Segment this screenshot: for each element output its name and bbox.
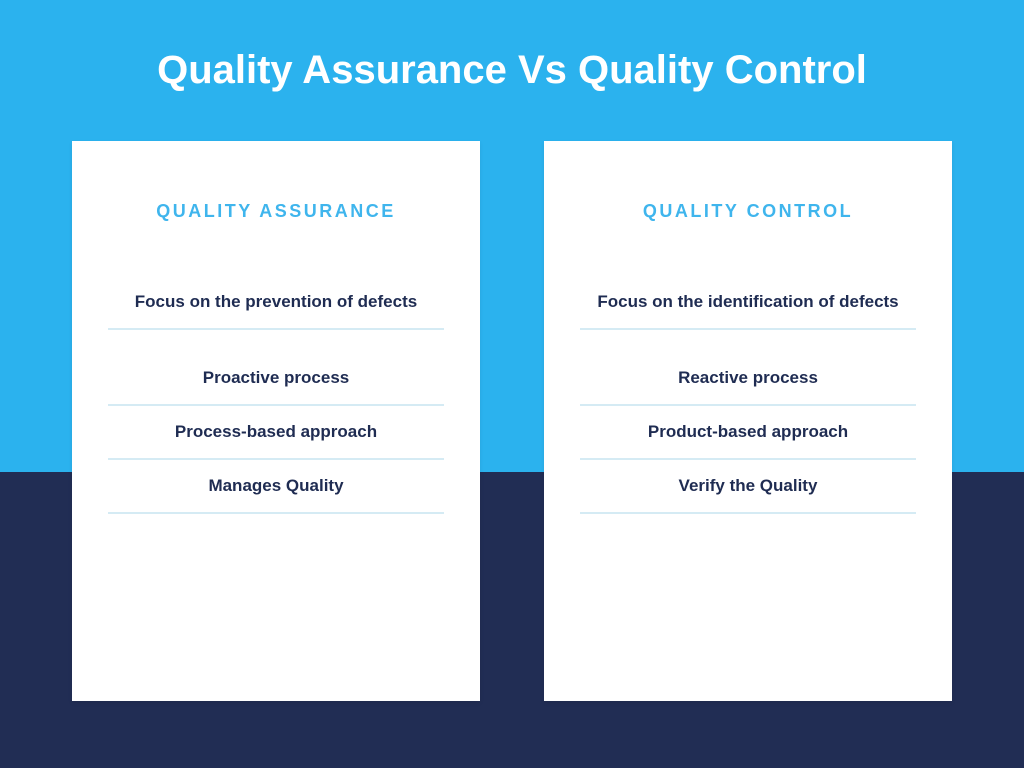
content-wrapper: Quality Assurance Vs Quality Control QUA… (0, 0, 1024, 768)
card-heading: QUALITY ASSURANCE (108, 201, 444, 222)
card-item: Manages Quality (108, 460, 444, 514)
card-item: Verify the Quality (580, 460, 916, 514)
page-title: Quality Assurance Vs Quality Control (0, 0, 1024, 141)
cards-container: QUALITY ASSURANCE Focus on the preventio… (0, 141, 1024, 701)
card-heading: QUALITY CONTROL (580, 201, 916, 222)
card-quality-assurance: QUALITY ASSURANCE Focus on the preventio… (72, 141, 480, 701)
card-item: Proactive process (108, 352, 444, 406)
card-quality-control: QUALITY CONTROL Focus on the identificat… (544, 141, 952, 701)
card-item: Process-based approach (108, 406, 444, 460)
card-item: Focus on the identification of defects (580, 276, 916, 330)
card-item: Focus on the prevention of defects (108, 276, 444, 330)
card-item: Reactive process (580, 352, 916, 406)
card-item: Product-based approach (580, 406, 916, 460)
